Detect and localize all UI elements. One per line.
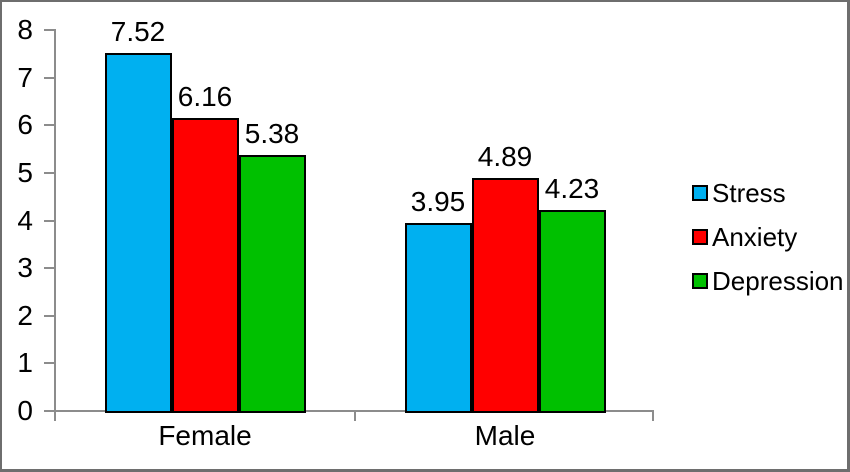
y-axis-tick xyxy=(44,410,54,412)
category-label-female: Female xyxy=(158,420,252,451)
value-label: 5.38 xyxy=(244,117,300,149)
y-axis-tick xyxy=(44,267,54,270)
y-tick-label: 7 xyxy=(17,61,33,93)
bar-depression-male xyxy=(538,209,606,413)
legend-swatch-stress xyxy=(692,185,708,201)
y-tick-label: 1 xyxy=(17,347,33,379)
y-axis-tick xyxy=(44,314,54,317)
y-tick-label: 0 xyxy=(17,395,33,426)
x-axis-tick xyxy=(652,411,654,421)
legend: Stress Anxiety Depression xyxy=(692,178,844,310)
legend-label: Depression xyxy=(712,266,844,296)
legend-item-stress: Stress xyxy=(692,178,844,208)
x-axis-tick xyxy=(354,411,356,421)
legend-label: Anxiety xyxy=(712,222,798,252)
value-label: 3.95 xyxy=(410,185,466,217)
y-axis-tick xyxy=(44,76,54,79)
x-axis-tick xyxy=(54,411,56,421)
legend-swatch-anxiety xyxy=(692,229,708,245)
y-axis-tick xyxy=(44,171,54,174)
legend-label: Stress xyxy=(712,178,786,208)
y-tick-label: 4 xyxy=(17,204,33,236)
y-axis-tick xyxy=(44,362,54,365)
category-label-male: Male xyxy=(474,420,536,451)
value-label: 4.89 xyxy=(477,141,533,173)
y-tick-label: 8 xyxy=(17,14,33,45)
y-axis-line xyxy=(54,29,56,412)
legend-item-depression: Depression xyxy=(692,266,844,296)
y-tick-label: 5 xyxy=(17,156,33,188)
legend-item-anxiety: Anxiety xyxy=(692,222,844,252)
bar-anxiety-female xyxy=(171,117,239,413)
bar-anxiety-male xyxy=(471,178,539,413)
y-tick-label: 3 xyxy=(17,252,33,284)
legend-swatch-depression xyxy=(692,273,708,289)
y-axis-tick xyxy=(44,29,54,31)
y-axis-tick xyxy=(44,219,54,222)
y-tick-label: 6 xyxy=(17,109,33,141)
value-label: 7.52 xyxy=(110,15,166,47)
y-axis-tick xyxy=(44,124,54,127)
y-tick-label: 2 xyxy=(17,299,33,331)
bar-depression-female xyxy=(238,154,306,413)
bar-stress-male xyxy=(404,222,472,413)
bar-stress-female xyxy=(104,52,172,413)
value-label: 6.16 xyxy=(177,80,233,112)
value-label: 4.23 xyxy=(544,172,600,204)
